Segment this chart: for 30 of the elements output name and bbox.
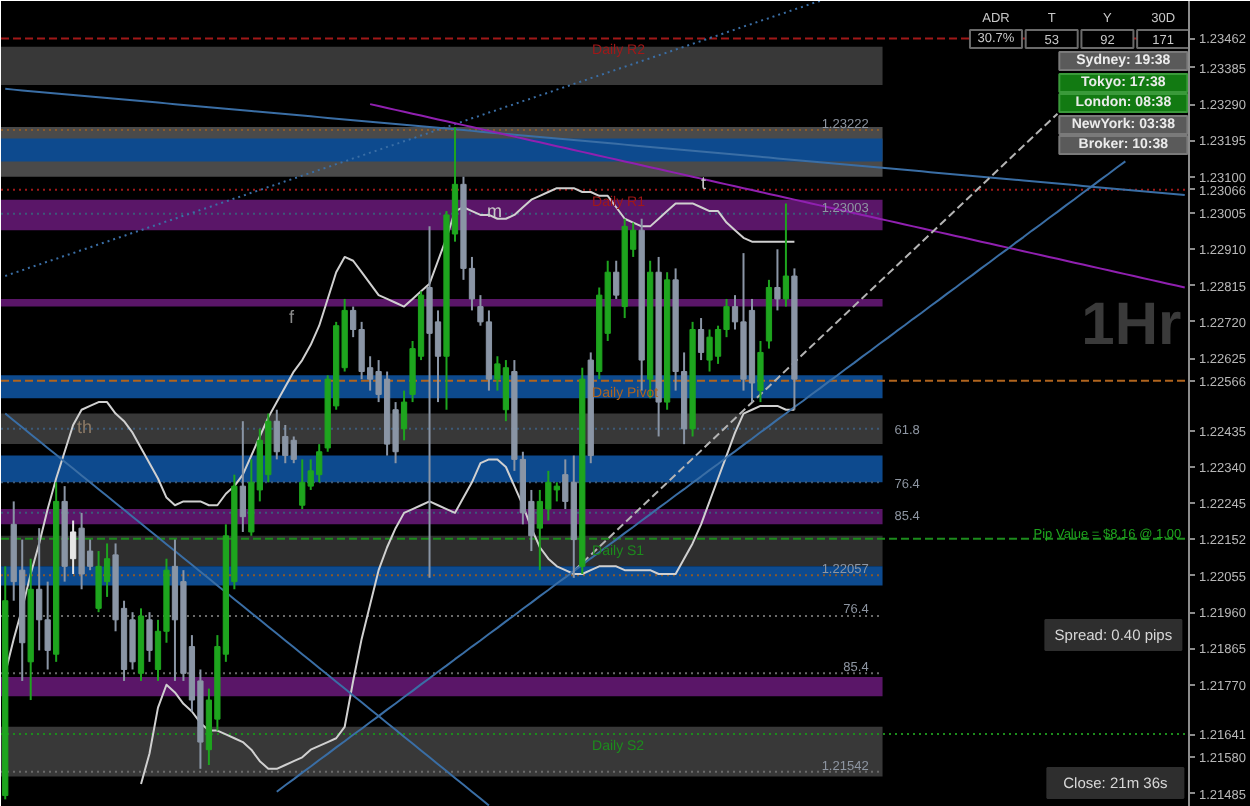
- line-series: [369, 103, 1186, 289]
- candlestick: [299, 458, 306, 511]
- line-series: [572, 112, 1059, 572]
- candlestick: [146, 611, 153, 663]
- candlestick: [95, 550, 102, 614]
- candlestick: [545, 469, 552, 522]
- annotation: m: [487, 201, 503, 221]
- candlestick: [36, 527, 43, 652]
- candlestick: [553, 481, 560, 503]
- candlestick: [697, 317, 705, 362]
- candlestick: [239, 420, 246, 533]
- candlestick: [774, 248, 781, 312]
- candlestick: [706, 328, 713, 373]
- candlestick: [44, 580, 51, 671]
- candlestick: [282, 424, 289, 465]
- candlestick: [782, 202, 790, 308]
- candlestick: [290, 435, 297, 465]
- annotation: 1Hr: [1081, 292, 1182, 358]
- candlestick: [613, 259, 620, 300]
- annotation: th: [77, 417, 93, 437]
- candlestick: [70, 519, 77, 575]
- candlestick: [502, 359, 510, 423]
- line-series: [140, 404, 796, 786]
- annotation: f: [289, 307, 296, 327]
- candlestick: [400, 389, 408, 442]
- annotation: t: [700, 173, 707, 193]
- candlestick: [129, 611, 136, 671]
- candlestick: [78, 511, 85, 591]
- candlestick: [426, 225, 433, 579]
- candlestick: [757, 339, 764, 404]
